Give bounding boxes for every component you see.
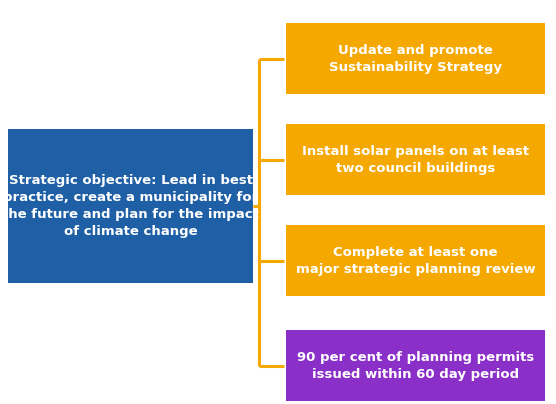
Text: Strategic objective: Lead in best
practice, create a municipality for
the future: Strategic objective: Lead in best practi… [2,174,259,238]
Text: Update and promote
Sustainability Strategy: Update and promote Sustainability Strate… [329,44,502,74]
FancyBboxPatch shape [286,124,545,195]
FancyBboxPatch shape [286,330,545,401]
Text: Complete at least one
major strategic planning review: Complete at least one major strategic pl… [296,246,535,276]
FancyBboxPatch shape [286,225,545,296]
Text: Install solar panels on at least
two council buildings: Install solar panels on at least two cou… [302,145,529,175]
Text: 90 per cent of planning permits
issued within 60 day period: 90 per cent of planning permits issued w… [297,351,534,381]
FancyBboxPatch shape [286,23,545,94]
FancyBboxPatch shape [8,129,253,283]
